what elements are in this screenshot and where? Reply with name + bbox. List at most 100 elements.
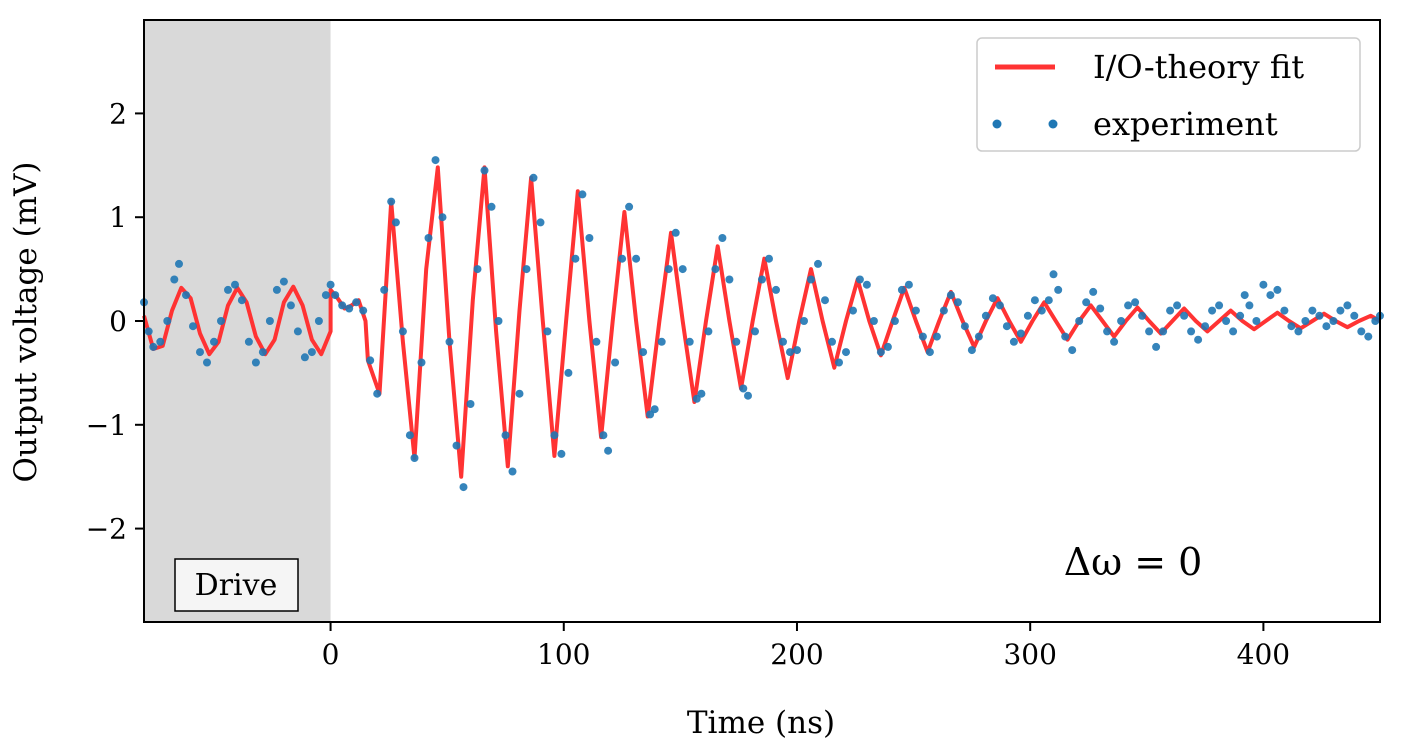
experiment-point [338, 301, 347, 310]
experiment-point [501, 431, 510, 440]
experiment-point [1187, 327, 1196, 336]
experiment-point [981, 311, 990, 320]
experiment-point [1173, 301, 1182, 310]
experiment-point [231, 280, 239, 289]
experiment-point [480, 166, 489, 175]
experiment-point [543, 327, 552, 336]
y-tick-label: 2 [109, 97, 127, 130]
experiment-point [380, 285, 389, 294]
legend: I/O-theory fit experiment [976, 37, 1361, 152]
experiment-point [265, 317, 274, 325]
experiment-point [345, 304, 354, 313]
experiment-point [1315, 311, 1324, 320]
experiment-point [869, 317, 878, 325]
experiment-point [835, 358, 843, 367]
legend-experiment-marker [992, 119, 1002, 129]
experiment-point [1068, 346, 1077, 355]
experiment-point [1037, 306, 1046, 315]
experiment-point [793, 346, 801, 355]
legend-experiment-marker [1048, 119, 1058, 129]
experiment-point [251, 358, 260, 367]
experiment-point [210, 337, 218, 346]
experiment-point [1308, 306, 1317, 315]
experiment-point [1180, 311, 1189, 320]
drive-label-box: Drive [174, 558, 299, 612]
experiment-point [697, 389, 706, 398]
experiment-point [650, 405, 659, 414]
experiment-point [1075, 317, 1084, 325]
x-tick-label: 400 [1237, 638, 1290, 671]
experiment-point [391, 218, 400, 227]
experiment-point [487, 202, 496, 211]
experiment-point [431, 156, 440, 165]
experiment-point [387, 197, 396, 206]
experiment-point [1336, 306, 1345, 315]
experiment-point [571, 254, 580, 263]
experiment-point [744, 391, 752, 400]
drive-label: Drive [195, 568, 278, 603]
experiment-point [1252, 317, 1261, 325]
experiment-point [883, 342, 892, 351]
x-tick-label: 100 [537, 638, 590, 671]
experiment-point [632, 254, 641, 263]
experiment-point [163, 317, 172, 325]
experiment-point [424, 234, 433, 242]
experiment-point [331, 291, 340, 300]
experiment-point [828, 337, 836, 346]
experiment-point [203, 358, 211, 367]
experiment-point [1110, 337, 1119, 346]
experiment-point [751, 327, 759, 336]
experiment-point [1322, 322, 1331, 331]
experiment-point [855, 275, 864, 284]
experiment-point [326, 280, 335, 289]
experiment-point [618, 254, 627, 263]
drive-region [144, 20, 331, 622]
experiment-point [732, 337, 741, 346]
experiment-point [445, 337, 454, 346]
experiment-point [1023, 311, 1032, 320]
experiment-point [529, 173, 538, 182]
experiment-point [410, 454, 419, 462]
experiment-point [711, 265, 720, 274]
experiment-point [988, 294, 997, 303]
experiment-point [258, 348, 267, 357]
experiment-point [1131, 298, 1140, 307]
experiment-point [452, 441, 461, 450]
experiment-point [286, 301, 295, 310]
experiment-point [1301, 317, 1310, 325]
experiment-point [366, 356, 375, 365]
experiment-point [1049, 270, 1058, 279]
experiment-point [1259, 280, 1268, 289]
experiment-point [1124, 301, 1133, 310]
experiment-point [156, 337, 165, 346]
experiment-point [149, 342, 158, 351]
experiment-point [1208, 306, 1217, 315]
y-tick-label: −2 [86, 513, 127, 546]
drive-shaded-region [144, 20, 331, 622]
experiment-point [1159, 327, 1168, 336]
experiment-point [765, 254, 773, 263]
experiment-point [1245, 301, 1254, 310]
experiment-point [685, 337, 694, 346]
x-axis-title: Time (ns) [687, 705, 835, 741]
experiment-point [466, 400, 475, 408]
experiment-point [417, 358, 426, 367]
experiment-point [307, 348, 316, 357]
experiment-point [1371, 317, 1380, 325]
experiment-point [1343, 301, 1352, 310]
experiment-point [849, 306, 857, 315]
experiment-point [522, 265, 531, 274]
experiment-point [625, 202, 634, 211]
experiment-point [678, 265, 687, 274]
x-tick-label: 200 [770, 638, 823, 671]
legend-fit-label: I/O-theory fit [1093, 48, 1304, 86]
experiment-point [1166, 306, 1175, 315]
experiment-point [611, 358, 620, 367]
experiment-point [272, 285, 281, 294]
experiment-point [904, 280, 913, 289]
detuning-annotation: Δω = 0 [1064, 540, 1203, 584]
experiment-point [1117, 317, 1126, 325]
experiment-point [1096, 304, 1105, 313]
experiment-point [373, 389, 382, 398]
